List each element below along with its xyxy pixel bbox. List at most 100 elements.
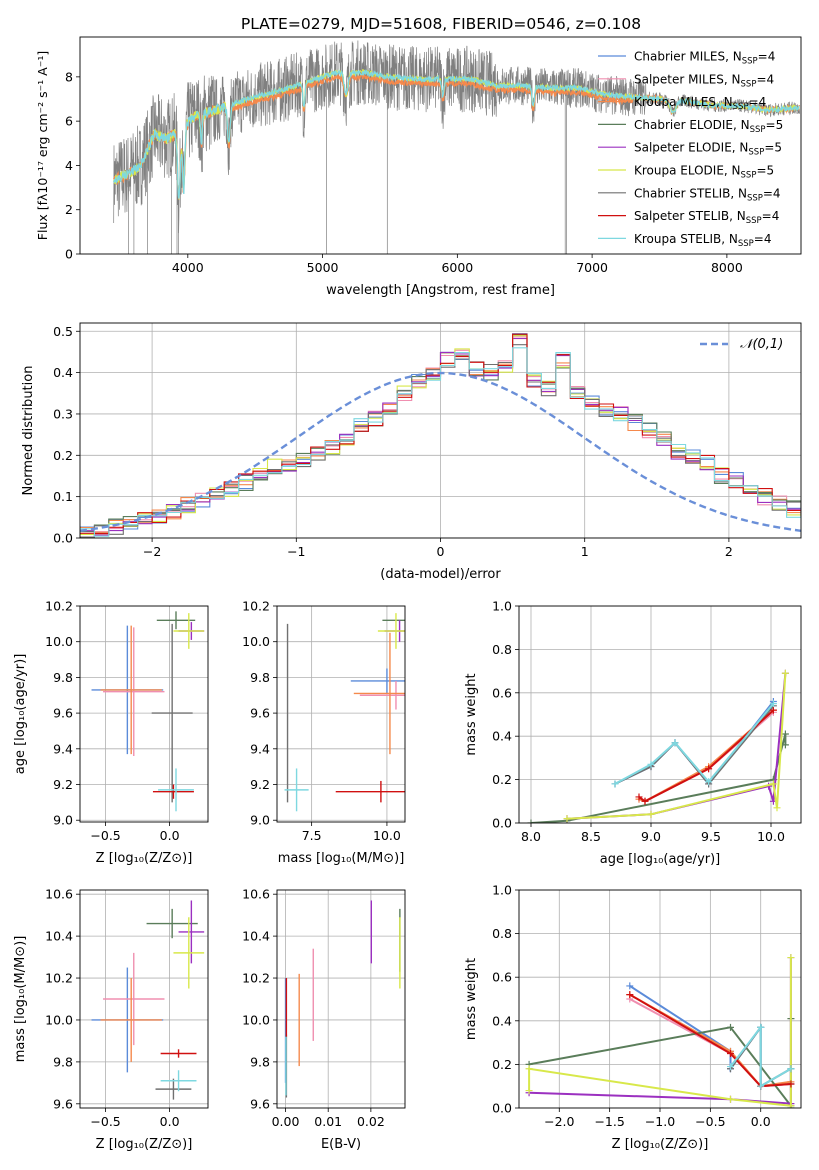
y-tick-label: 0.1: [53, 489, 73, 504]
y-tick-label: 9.2: [250, 777, 270, 792]
legend-tail: =5: [766, 118, 784, 132]
y-tick-label: 0.0: [492, 816, 512, 831]
marker-kroupa_elodie: [773, 804, 781, 812]
x-tick-label: 9.5: [701, 829, 721, 844]
x-tick-label: 0.02: [357, 1114, 385, 1129]
panel-age_vs_Z: −0.5 0.0 9.0 9.2 9.4 9.6 9.8 10.0 10.2 Z [log₁₀(Z…: [13, 599, 209, 866]
marker-kroupa_stelib: [769, 700, 777, 708]
marker-salpeter_stelib: [787, 1080, 795, 1088]
x-tick-label: 4000: [172, 260, 204, 275]
y-tick-label: 9.8: [250, 670, 270, 685]
x-tick-label: 0.01: [314, 1114, 342, 1129]
y-tick-label: 1.0: [492, 883, 512, 898]
x-tick-label: 8.5: [581, 829, 601, 844]
ticks-spectrum: 4000 5000 6000 7000 8000 0 2 4 6 8: [65, 69, 743, 275]
marker-kroupa_elodie: [787, 1102, 795, 1108]
legend-sub: SSP: [741, 79, 757, 89]
x-tick-label: 6000: [441, 260, 473, 275]
x-axis-label: (data-model)/error: [380, 567, 501, 582]
marker-kroupa_elodie: [647, 810, 655, 818]
panels: 4000 5000 6000 7000 8000 0 2 4 6 8 wavelength [Ang…: [13, 36, 802, 1152]
y-tick-label: 6: [65, 114, 73, 129]
y-tick-label: 10.0: [45, 1012, 73, 1027]
y-tick-label: 0.0: [492, 1101, 512, 1116]
y-tick-label: 0.2: [492, 772, 512, 787]
plot-area-mass_vs_ebv: [277, 890, 405, 1108]
y-axis-label: age [log₁₀(age/yr)]: [13, 654, 28, 775]
plot-area-mass_weight_vs_Z: [519, 890, 801, 1108]
legend-tail: =4: [754, 232, 772, 246]
legend-tail: =4: [762, 209, 780, 223]
y-tick-label: 0.6: [492, 685, 512, 700]
legend-label-chabrier_stelib: Chabrier STELIB, NSSP=4: [634, 186, 781, 203]
x-tick-label: −1: [287, 544, 305, 559]
x-axis-label: wavelength [Angstrom, rest frame]: [326, 283, 555, 298]
hist-kroupa_stelib: [80, 347, 801, 537]
x-tick-label: 0.0: [160, 828, 180, 843]
legend-label-gaussian: 𝒩(0,1): [740, 337, 783, 352]
y-tick-label: 0.6: [492, 970, 512, 985]
y-tick-label: 8: [65, 69, 73, 84]
marker-kroupa_elodie: [781, 669, 789, 677]
legend-sub: SSP: [742, 57, 758, 67]
axes-frame: [518, 605, 802, 824]
axes-frame: [79, 36, 802, 255]
x-tick-label: −0.5: [90, 1114, 120, 1129]
panel-mass_vs_ebv: 0.00 0.01 0.02 9.6 9.8 10.0 10.2 10.4 10.6 E(B-V): [242, 887, 406, 1152]
panel-mass_weight_vs_age: 8.0 8.5 9.0 9.5 10.0 0.0 0.2 0.4 0.6 0.8 1.0 age [l…: [464, 599, 802, 867]
plot-area-age_vs_Z: [80, 606, 208, 822]
marker-kroupa_stelib: [705, 778, 713, 786]
y-tick-label: 9.0: [53, 813, 73, 828]
x-tick-label: 0.00: [272, 1114, 300, 1129]
marker-kroupa_elodie: [787, 954, 795, 962]
y-tick-label: 1.0: [492, 599, 512, 614]
y-tick-label: 0.2: [492, 1057, 512, 1072]
x-tick-label: 2: [725, 544, 733, 559]
x-tick-label: 7000: [576, 260, 608, 275]
y-tick-label: 10.2: [45, 599, 73, 614]
legend-sub: SSP: [746, 216, 762, 226]
legend-sub: SSP: [747, 193, 763, 203]
x-tick-label: −2: [143, 544, 161, 559]
series-kroupa_stelib: [729, 1024, 792, 1088]
y-tick-label: 9.6: [250, 706, 270, 721]
x-tick-label: 9.0: [641, 829, 661, 844]
ticks-mass_vs_Z: −0.5 0.0 9.6 9.8 10.0 10.2 10.4 10.6: [45, 887, 179, 1129]
marker-salpeter_stelib: [635, 793, 643, 801]
legend-tail: =5: [764, 141, 782, 155]
x-tick-label: 5000: [307, 260, 339, 275]
y-tick-label: 9.6: [53, 1096, 73, 1111]
legend-sub: SSP: [741, 171, 757, 181]
panel-mass_vs_Z: −0.5 0.0 9.6 9.8 10.0 10.2 10.4 10.6 Z [log₁₀(Z/…: [13, 887, 209, 1152]
marker-chabrier_elodie: [781, 730, 789, 738]
figure-title: PLATE=0279, MJD=51608, FIBERID=0546, z=0…: [241, 15, 641, 33]
y-tick-label: 9.8: [53, 1054, 73, 1069]
series-salpeter_stelib: [629, 993, 791, 1088]
y-axis-label: Normed distribution: [21, 366, 36, 496]
legend-sub: SSP: [748, 148, 764, 158]
legend-label-salpeter_elodie: Salpeter ELODIE, NSSP=5: [634, 141, 782, 158]
y-tick-label: 10.6: [242, 887, 270, 902]
ticks-mass_vs_ebv: 0.00 0.01 0.02 9.6 9.8 10.0 10.2 10.4 10.6: [242, 887, 385, 1129]
axes-frame: [79, 889, 209, 1109]
legend-label-salpeter_stelib: Salpeter STELIB, NSSP=4: [634, 209, 779, 226]
legend-label-chabrier_miles: Chabrier MILES, NSSP=4: [634, 50, 775, 67]
y-tick-label: 0.0: [53, 531, 73, 546]
x-tick-label: 7.5: [302, 828, 322, 843]
x-tick-label: 10.0: [757, 829, 785, 844]
y-tick-label: 0.2: [53, 448, 73, 463]
y-tick-label: 0.5: [53, 324, 73, 339]
x-tick-label: −1.5: [594, 1114, 624, 1129]
y-tick-label: 9.4: [53, 741, 73, 756]
legend-sub: SSP: [750, 125, 766, 135]
panel-mass_weight_vs_Z: −2.0 −1.5 −1.0 −0.5 0.0 0.0 0.2 0.4 0.6 0.8 1.0 Z […: [464, 883, 802, 1152]
plot-area-mass_vs_Z: [80, 890, 208, 1108]
marker-chabrier_miles: [626, 982, 634, 990]
legend-tail: =4: [749, 95, 767, 109]
marker-kroupa_stelib: [671, 739, 679, 747]
observed-spectrum: [113, 40, 801, 254]
marker-chabrier_elodie: [727, 1023, 734, 1031]
marker-salpeter_stelib: [641, 797, 649, 805]
marker-kroupa_stelib: [787, 1065, 795, 1073]
